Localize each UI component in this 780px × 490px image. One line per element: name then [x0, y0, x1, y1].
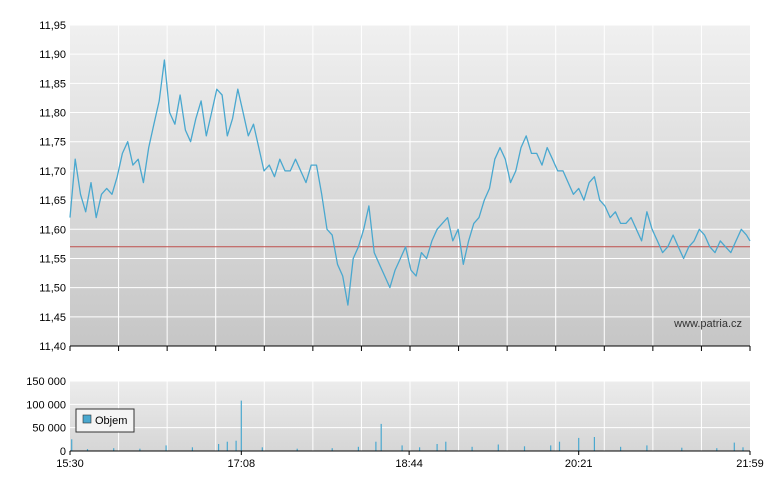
price-y-tick-label: 11,75: [39, 137, 66, 149]
volume-bar: [226, 441, 228, 451]
volume-bar: [139, 448, 141, 451]
x-tick-label: 17:08: [228, 458, 256, 470]
volume-bar: [331, 448, 333, 451]
volume-bar: [445, 441, 447, 451]
volume-x-axis: 15:30 17:08 18:44 20:21 21:59: [56, 451, 764, 470]
price-y-tick-label: 11,60: [39, 224, 66, 236]
volume-bar: [471, 446, 473, 451]
volume-bar: [550, 445, 552, 451]
volume-y-tick-label: 50 000: [32, 423, 66, 435]
volume-bar: [436, 444, 438, 451]
volume-bar: [578, 437, 580, 451]
price-x-axis: [69, 346, 751, 351]
volume-bar: [716, 448, 718, 451]
volume-bar: [86, 449, 89, 451]
price-panel: 11,95 11,90 11,85 11,80 11,75 11,70 11,65 11,60…: [39, 20, 751, 353]
price-y-axis: 11,95 11,90 11,85 11,80 11,75 11,70 11,65 11,60…: [39, 20, 66, 353]
volume-bar: [218, 444, 220, 451]
volume-bar: [558, 441, 561, 451]
legend-swatch-icon: [82, 414, 92, 424]
volume-bar: [733, 442, 735, 451]
volume-bar: [261, 447, 263, 451]
price-y-tick-label: 11,50: [39, 283, 66, 295]
x-tick-label: 21:59: [736, 458, 764, 470]
price-grid: [70, 24, 750, 347]
volume-y-tick-label: 150 000: [26, 376, 66, 388]
volume-y-tick-label: 0: [60, 446, 66, 458]
volume-bar: [497, 444, 499, 451]
price-y-tick-label: 11,85: [39, 78, 66, 90]
volume-y-tick-label: 100 000: [26, 399, 66, 411]
volume-bar: [380, 423, 382, 451]
x-tick-label: 18:44: [395, 458, 423, 470]
volume-bar: [742, 447, 744, 451]
volume-bar: [593, 437, 595, 451]
volume-bar: [165, 445, 167, 451]
price-y-tick-label: 11,80: [39, 108, 66, 120]
volume-bar: [646, 445, 648, 451]
volume-bar: [681, 447, 683, 451]
volume-bar: [240, 400, 242, 451]
legend-label-objem: Objem: [95, 415, 127, 427]
volume-bar: [235, 440, 237, 451]
volume-bar: [375, 441, 377, 451]
price-y-tick-label: 11,90: [39, 49, 66, 61]
watermark: www.patria.cz: [673, 318, 742, 330]
price-y-tick-label: 11,70: [39, 166, 66, 178]
volume-bar: [191, 447, 193, 451]
price-y-tick-label: 11,55: [39, 253, 66, 265]
price-y-tick-label: 11,65: [39, 195, 66, 207]
volume-legend: Objem: [75, 408, 135, 433]
volume-bar: [296, 448, 298, 451]
volume-bar: [620, 446, 622, 451]
volume-bars: [71, 400, 744, 451]
volume-bar: [401, 445, 403, 451]
x-tick-label: 15:30: [56, 458, 84, 470]
price-series-line: [69, 59, 751, 306]
volume-bar: [419, 447, 421, 451]
volume-bar: [113, 448, 115, 451]
price-y-tick-label: 11,45: [39, 312, 66, 324]
price-y-tick-label: 11,40: [39, 341, 66, 353]
volume-panel: 150 000 100 000 50 000 0 15:30 17:08 18:44 20:…: [26, 376, 764, 470]
price-y-tick-label: 11,95: [39, 20, 66, 32]
volume-bar: [71, 439, 73, 451]
volume-bar: [523, 446, 526, 451]
x-tick-label: 20:21: [565, 458, 593, 470]
volume-y-axis: 150 000 100 000 50 000 0: [26, 376, 66, 458]
volume-bar: [357, 446, 359, 451]
